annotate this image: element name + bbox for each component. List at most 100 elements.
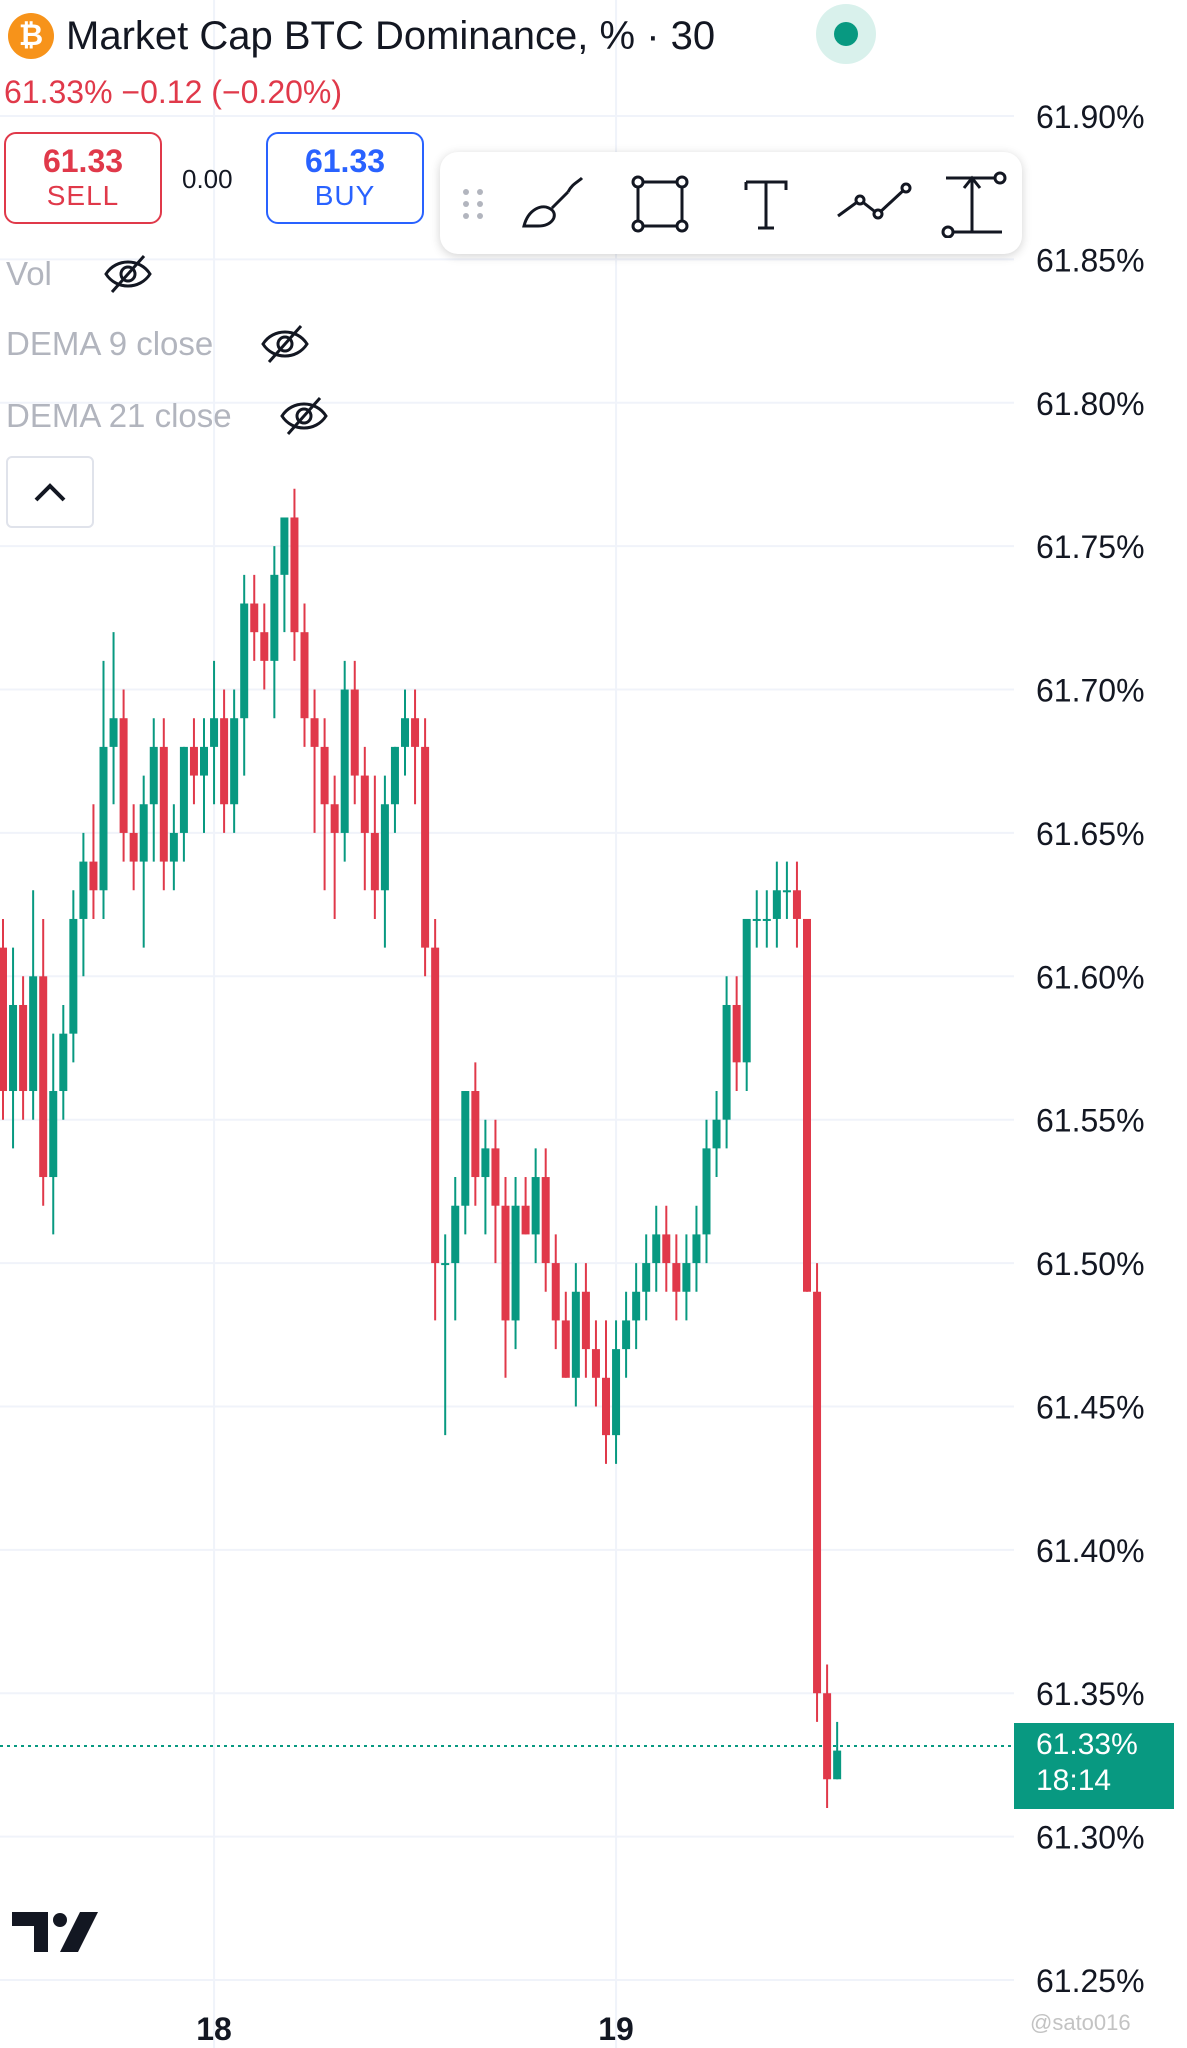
indicator-vol[interactable]: Vol <box>6 252 154 296</box>
candle <box>360 746 369 891</box>
candle <box>561 1291 570 1378</box>
candle <box>471 1062 480 1206</box>
candle <box>260 603 269 690</box>
symbol-title[interactable]: Market Cap BTC Dominance, % · 30 <box>66 13 716 58</box>
candle <box>380 775 389 948</box>
candle <box>99 660 108 919</box>
candle <box>742 918 751 1092</box>
candle <box>250 574 259 661</box>
candle <box>642 1234 651 1321</box>
candle <box>300 603 309 747</box>
candle <box>622 1291 631 1378</box>
candle <box>220 689 229 833</box>
candle <box>189 718 198 805</box>
candle <box>240 574 249 776</box>
indicator-label: Vol <box>6 255 52 292</box>
candle <box>159 718 168 891</box>
y-tick-label: 61.85% <box>1036 242 1145 278</box>
candle <box>722 976 731 1149</box>
y-tick-label: 61.90% <box>1036 99 1145 135</box>
candle <box>803 918 811 1292</box>
spread-value: 0.00 <box>182 164 233 194</box>
measure-icon[interactable] <box>940 170 1010 238</box>
watermark: @sato016 <box>1030 2010 1131 2035</box>
y-tick-label: 61.75% <box>1036 529 1145 565</box>
y-tick-label: 61.50% <box>1036 1246 1145 1282</box>
candle <box>833 1721 842 1780</box>
candle <box>89 804 98 919</box>
candle <box>491 1119 500 1264</box>
candle <box>320 718 329 891</box>
candle <box>571 1263 580 1407</box>
bitcoin-icon[interactable]: ₿ <box>8 13 54 59</box>
brush-icon[interactable] <box>518 170 586 238</box>
candle <box>390 746 399 833</box>
indicator-label: DEMA 21 close <box>6 397 232 434</box>
last-price-label: 61.33% 18:14 <box>1014 1723 1174 1809</box>
path-icon[interactable] <box>830 170 916 238</box>
candle <box>79 832 88 977</box>
y-tick-label: 61.40% <box>1036 1533 1145 1569</box>
candle <box>551 1234 560 1350</box>
candle <box>350 660 359 805</box>
eye-off-icon[interactable] <box>278 394 330 438</box>
candle <box>421 718 430 977</box>
y-tick-label: 61.70% <box>1036 673 1145 709</box>
drag-handle-icon[interactable] <box>456 170 492 238</box>
candle <box>330 775 339 919</box>
candle <box>813 1263 822 1722</box>
candle <box>632 1263 641 1350</box>
candle <box>29 890 38 1120</box>
drawing-toolbar <box>440 152 1022 254</box>
rectangle-icon[interactable] <box>626 170 694 238</box>
candle <box>200 718 208 833</box>
y-tick-label: 61.65% <box>1036 816 1145 852</box>
candle <box>149 718 158 862</box>
candle <box>712 1091 721 1178</box>
live-dot-icon <box>816 4 876 64</box>
candle <box>451 1177 460 1321</box>
candle <box>370 775 379 919</box>
tradingview-logo-icon[interactable] <box>12 1908 98 1956</box>
candle <box>441 1234 450 1436</box>
candle <box>461 1091 470 1235</box>
buy-price: 61.33 <box>304 143 386 179</box>
candle <box>119 689 128 862</box>
candle <box>772 861 781 948</box>
candle <box>139 775 148 948</box>
candle <box>9 947 18 1149</box>
y-tick-label: 61.80% <box>1036 386 1145 422</box>
eye-off-icon[interactable] <box>102 252 154 296</box>
candle <box>672 1234 681 1321</box>
candle <box>310 689 319 833</box>
candle <box>823 1664 832 1808</box>
candle <box>732 976 741 1092</box>
candle <box>129 804 138 891</box>
candle <box>169 804 178 891</box>
candle <box>602 1320 610 1464</box>
candle <box>762 890 771 948</box>
candle <box>652 1205 661 1292</box>
candle <box>792 861 801 948</box>
y-tick-label: 61.45% <box>1036 1389 1145 1425</box>
text-icon[interactable] <box>732 170 800 238</box>
chart-header: ₿ Market Cap BTC Dominance, % · 30 <box>8 6 715 66</box>
collapse-legend-button[interactable] <box>6 456 94 528</box>
candle <box>521 1177 530 1235</box>
indicator-dema-21[interactable]: DEMA 21 close <box>6 394 330 438</box>
bar-countdown: 18:14 <box>1036 1764 1112 1797</box>
candle <box>541 1148 550 1292</box>
x-tick-label: 18 <box>196 2011 232 2047</box>
eye-off-icon[interactable] <box>259 322 311 366</box>
y-tick-label: 61.60% <box>1036 959 1145 995</box>
candle <box>109 632 118 805</box>
indicator-dema-9[interactable]: DEMA 9 close <box>6 322 311 366</box>
last-price-value: 61.33% <box>1036 1728 1138 1761</box>
candle <box>270 546 279 719</box>
y-tick-label: 61.30% <box>1036 1820 1145 1856</box>
sell-button[interactable]: 61.33 SELL <box>4 132 162 224</box>
candle <box>752 890 761 948</box>
buy-button[interactable]: 61.33 BUY <box>266 132 424 224</box>
y-tick-label: 61.55% <box>1036 1103 1145 1139</box>
